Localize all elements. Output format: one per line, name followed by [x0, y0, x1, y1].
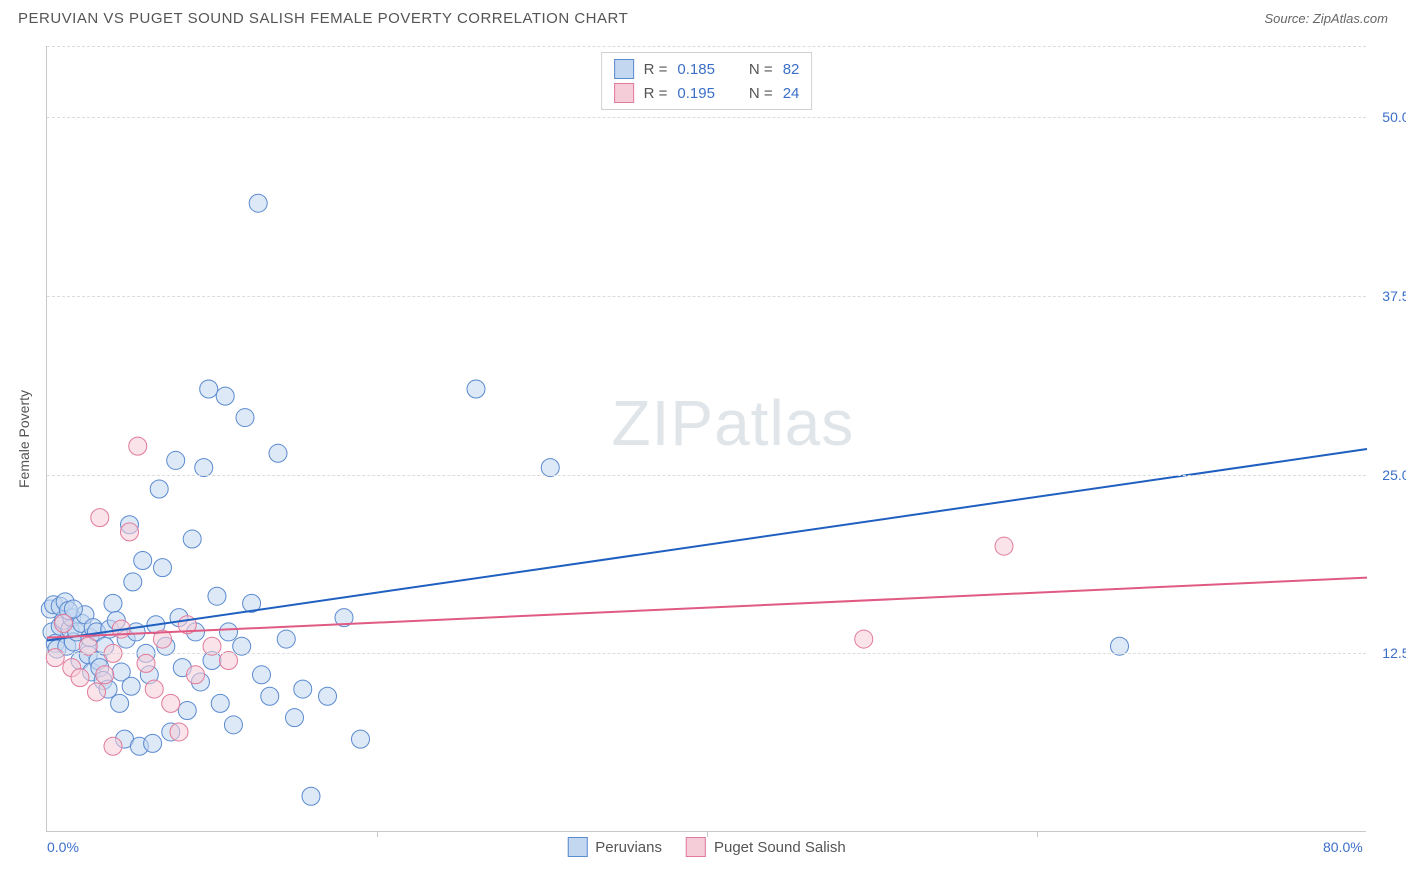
data-point — [183, 530, 201, 548]
y-tick-label: 37.5% — [1382, 288, 1406, 304]
legend-series-label: Puget Sound Salish — [714, 839, 846, 856]
data-point — [302, 787, 320, 805]
gridline — [47, 117, 1366, 118]
data-point — [129, 437, 147, 455]
legend-r-value: 0.195 — [677, 85, 715, 102]
data-point — [187, 666, 205, 684]
data-point — [224, 716, 242, 734]
legend-n-label: N = — [749, 85, 773, 102]
data-point — [104, 737, 122, 755]
data-point — [269, 444, 287, 462]
data-point — [200, 380, 218, 398]
chart-title: PERUVIAN VS PUGET SOUND SALISH FEMALE PO… — [18, 10, 628, 27]
y-tick-label: 50.0% — [1382, 109, 1406, 125]
data-point — [170, 723, 188, 741]
legend-stats: R = 0.185 N = 82 R = 0.195 N = 24 — [601, 52, 813, 110]
gridline — [47, 296, 1366, 297]
legend-series-label: Peruvians — [595, 839, 662, 856]
legend-swatch — [614, 59, 634, 79]
legend-n-value: 82 — [783, 61, 800, 78]
data-point — [162, 694, 180, 712]
legend-series-item: Peruvians — [567, 837, 662, 857]
data-point — [137, 654, 155, 672]
data-point — [352, 730, 370, 748]
data-point — [46, 649, 64, 667]
gridline — [47, 46, 1366, 47]
data-point — [167, 451, 185, 469]
x-tick-mark — [1037, 831, 1038, 837]
y-axis-label-container: Female Poverty — [14, 46, 34, 832]
legend-swatch — [567, 837, 587, 857]
y-tick-label: 12.5% — [1382, 645, 1406, 661]
data-point — [208, 587, 226, 605]
data-point — [96, 666, 114, 684]
data-point — [178, 702, 196, 720]
data-point — [211, 694, 229, 712]
legend-r-label: R = — [644, 61, 668, 78]
data-point — [111, 694, 129, 712]
trendline — [47, 449, 1367, 640]
legend-n-label: N = — [749, 61, 773, 78]
x-tick-mark — [707, 831, 708, 837]
data-point — [277, 630, 295, 648]
data-point — [144, 734, 162, 752]
x-tick-label: 0.0% — [47, 839, 79, 855]
data-point — [249, 194, 267, 212]
legend-n-value: 24 — [783, 85, 800, 102]
gridline — [47, 475, 1366, 476]
data-point — [855, 630, 873, 648]
chart-header: PERUVIAN VS PUGET SOUND SALISH FEMALE PO… — [0, 0, 1406, 35]
data-point — [467, 380, 485, 398]
legend-swatch — [614, 83, 634, 103]
data-point — [150, 480, 168, 498]
data-point — [91, 509, 109, 527]
legend-r-value: 0.185 — [677, 61, 715, 78]
y-axis-label: Female Poverty — [16, 390, 32, 488]
data-point — [71, 669, 89, 687]
x-tick-mark — [377, 831, 378, 837]
data-point — [88, 683, 106, 701]
data-point — [286, 709, 304, 727]
legend-r-label: R = — [644, 85, 668, 102]
data-point — [319, 687, 337, 705]
legend-series: Peruvians Puget Sound Salish — [567, 837, 845, 857]
source-attribution: Source: ZipAtlas.com — [1264, 11, 1388, 26]
data-point — [121, 523, 139, 541]
legend-stat-row: R = 0.195 N = 24 — [614, 81, 800, 105]
x-tick-label: 80.0% — [1323, 839, 1363, 855]
data-point — [122, 677, 140, 695]
data-point — [154, 559, 172, 577]
legend-stat-row: R = 0.185 N = 82 — [614, 57, 800, 81]
data-point — [216, 387, 234, 405]
data-point — [236, 409, 254, 427]
y-tick-label: 25.0% — [1382, 467, 1406, 483]
data-point — [261, 687, 279, 705]
gridline — [47, 653, 1366, 654]
data-point — [134, 551, 152, 569]
data-point — [995, 537, 1013, 555]
data-point — [55, 614, 73, 632]
data-point — [294, 680, 312, 698]
legend-series-item: Puget Sound Salish — [686, 837, 846, 857]
data-point — [124, 573, 142, 591]
data-point — [145, 680, 163, 698]
chart-plot-area: ZIPatlas R = 0.185N = 82R = 0.195N = 24 … — [46, 46, 1366, 832]
data-point — [253, 666, 271, 684]
scatter-plot-svg — [47, 46, 1366, 831]
data-point — [104, 594, 122, 612]
data-point — [220, 623, 238, 641]
legend-swatch — [686, 837, 706, 857]
